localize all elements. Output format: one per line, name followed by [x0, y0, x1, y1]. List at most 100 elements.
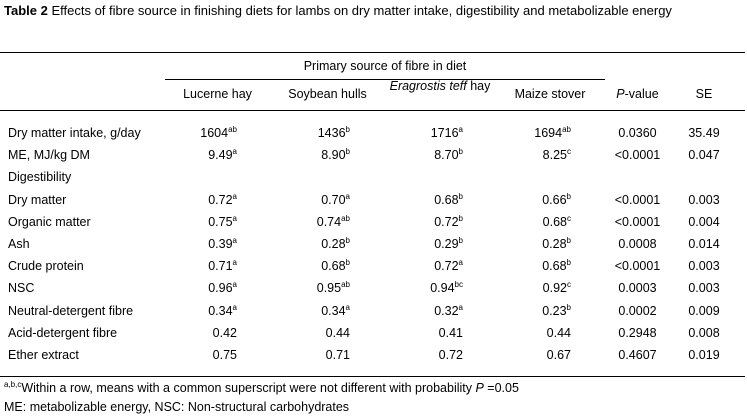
- header-rule: [0, 110, 745, 111]
- cell: 0.96a: [137, 281, 237, 296]
- cell-value: 0.68: [434, 192, 459, 207]
- cell-superscript: b: [566, 236, 571, 245]
- se-value: 0.003: [688, 259, 720, 274]
- cell: 0.009: [670, 304, 738, 319]
- p-value: <0.0001: [614, 192, 661, 207]
- row-label: Digestibility: [8, 170, 71, 185]
- cell-superscript: ab: [341, 280, 350, 290]
- p-value: 0.0002: [618, 303, 657, 318]
- cell-value: 0.71: [208, 259, 233, 274]
- cell: 0.72a: [137, 192, 237, 208]
- cell: <0.0001: [605, 259, 670, 274]
- se-value: 0.019: [688, 348, 720, 362]
- cell-superscript: a: [458, 125, 463, 134]
- cell: 9.49a: [137, 148, 237, 163]
- cell: 0.44: [250, 326, 350, 341]
- cell-superscript: a: [345, 302, 350, 312]
- cell-value: 0.68: [542, 214, 567, 229]
- p-value: <0.0001: [614, 259, 661, 274]
- cell: 0.008: [670, 326, 738, 341]
- cell-superscript: b: [345, 236, 350, 245]
- column-header: Lucerne hay: [165, 87, 270, 102]
- cell-value: 0.44: [325, 325, 350, 340]
- top-rule: [0, 52, 745, 53]
- column-header-text: hay: [466, 79, 491, 93]
- cell-superscript: b: [566, 191, 571, 201]
- cell-superscript: c: [567, 147, 571, 157]
- column-header-text: Lucerne hay: [183, 87, 252, 101]
- p-value: 0.2948: [618, 325, 657, 340]
- cell: 0.32a: [363, 302, 463, 319]
- cell-value: 0.28: [321, 237, 346, 251]
- cell: 0.74ab: [250, 213, 350, 230]
- cell-superscript: b: [566, 258, 571, 268]
- row-label: Crude protein: [8, 259, 84, 274]
- cell: 0.68b: [250, 259, 350, 274]
- cell: 8.25c: [471, 148, 571, 163]
- cell: 0.34a: [137, 303, 237, 319]
- cell: 0.95ab: [250, 281, 350, 296]
- group-header-text: Primary source of fibre in diet: [303, 59, 467, 73]
- cell-value: 0.71: [325, 348, 350, 362]
- cell-superscript: b: [345, 258, 350, 268]
- cell-value: 0.72: [438, 348, 463, 362]
- cell-superscript: c: [567, 213, 571, 223]
- cell: <0.0001: [605, 193, 670, 208]
- cell-superscript: b: [345, 147, 350, 157]
- cell-value: 0.28: [542, 237, 567, 251]
- cell: 0.94bc: [363, 281, 463, 296]
- cell: 0.75: [137, 348, 237, 363]
- row-label-text: Ash: [8, 237, 30, 251]
- cell-value: 0.34: [208, 303, 233, 318]
- row-label-text: Organic matter: [8, 214, 91, 229]
- cell-superscript: a: [458, 258, 463, 268]
- cell: 0.014: [670, 237, 738, 252]
- cell-superscript: ab: [341, 213, 350, 223]
- cell-superscript: a: [458, 302, 463, 312]
- cell-value: 0.41: [438, 325, 463, 340]
- se-value: 0.047: [688, 148, 720, 163]
- cell: 0.41: [363, 326, 463, 341]
- cell: 0.0008: [605, 237, 670, 252]
- cell-value: 0.70: [321, 192, 346, 207]
- cell: 0.019: [670, 348, 738, 363]
- cell-superscript: a: [232, 236, 237, 245]
- cell: 1436b: [250, 126, 350, 141]
- cell: 0.68b: [363, 192, 463, 208]
- row-label: Organic matter: [8, 215, 91, 230]
- row-label: Dry matter: [8, 193, 66, 208]
- cell: 0.72a: [363, 259, 463, 274]
- cell-value: 0.44: [546, 325, 571, 340]
- cell-value: 0.32: [434, 303, 459, 318]
- row-label: NSC: [8, 281, 34, 296]
- footnote-text: Within a row, means with a common supers…: [21, 381, 476, 395]
- cell-value: 1716: [430, 126, 459, 140]
- cell: 0.2948: [605, 326, 670, 341]
- cell: 0.29b: [363, 237, 463, 252]
- cell: 1604ab: [137, 126, 237, 141]
- cell-superscript: c: [567, 280, 571, 290]
- cell: 0.4607: [605, 348, 670, 363]
- cell: 0.92c: [471, 281, 571, 296]
- se-value: 0.009: [688, 303, 720, 318]
- row-label-text: ME, MJ/kg DM: [8, 148, 90, 163]
- cell: 0.42: [137, 326, 237, 341]
- cell: 0.39a: [137, 237, 237, 252]
- p-value: <0.0001: [614, 214, 661, 229]
- cell-superscript: ab: [562, 125, 571, 134]
- column-header-text: SE: [695, 87, 713, 101]
- cell-value: 0.94: [430, 281, 455, 296]
- column-header: Eragrostis teff hay: [385, 79, 495, 94]
- column-header-text: -value: [624, 87, 659, 101]
- cell-superscript: ab: [228, 125, 237, 134]
- cell: 0.28b: [250, 237, 350, 252]
- cell-value: 0.67: [546, 348, 571, 362]
- cell: 0.72b: [363, 214, 463, 230]
- cell-value: 8.25: [542, 148, 567, 163]
- row-label: Dry matter intake, g/day: [8, 126, 141, 141]
- cell: 0.68b: [471, 259, 571, 274]
- row-label-text: Acid-detergent fibre: [8, 325, 118, 340]
- row-label: Acid-detergent fibre: [8, 326, 117, 341]
- row-label: Neutral-detergent fibre: [8, 304, 133, 319]
